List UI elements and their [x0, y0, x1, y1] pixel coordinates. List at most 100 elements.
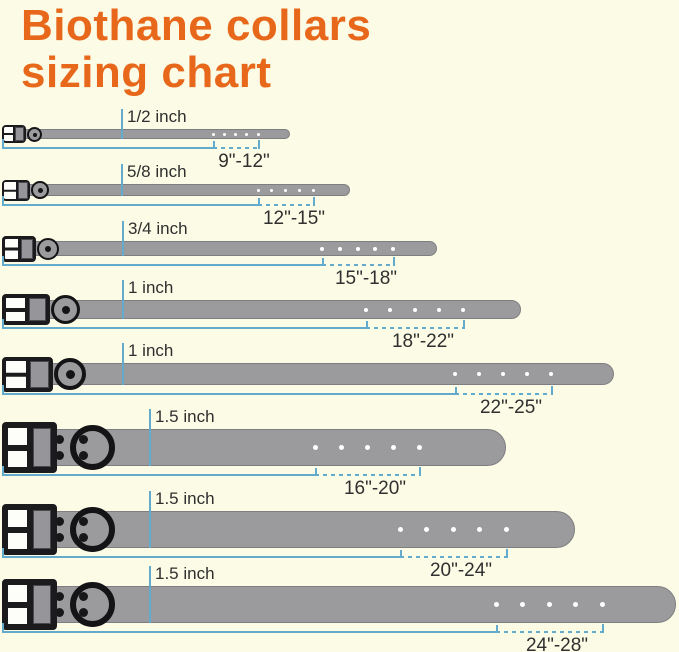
buckle-frame-window: [5, 239, 19, 259]
ring-pin: [32, 132, 37, 137]
strap-rivet: [55, 608, 64, 617]
measure-mid-tick: [400, 550, 402, 558]
strap-hole: [477, 372, 481, 376]
width-pointer-line: [149, 409, 151, 466]
strap-hole: [391, 247, 395, 251]
strap-hole: [391, 445, 396, 450]
strap-hole: [257, 133, 260, 136]
measure-end-tick: [419, 467, 421, 476]
strap-hole: [313, 445, 318, 450]
collar-strap: [6, 363, 614, 385]
collar-length-range-label: 18"-22": [391, 331, 455, 352]
page-title: Biothane collars sizing chart: [21, 2, 371, 96]
strap-hole: [298, 189, 301, 192]
strap-hole: [549, 372, 553, 376]
buckle-keeper: [13, 127, 24, 141]
strap-hole: [245, 133, 248, 136]
measure-dashed-line: [315, 474, 419, 476]
measure-dashed-line: [366, 327, 463, 329]
buckle-frame-window: [6, 361, 27, 388]
collar-width-label: 1 inch: [128, 278, 174, 297]
measure-solid-line: [2, 631, 496, 633]
collar-buckle-icon: [2, 236, 36, 262]
collar-width-label: 1.5 inch: [155, 564, 215, 583]
strap-hole: [501, 372, 505, 376]
collar-length-range-label: 22"-25": [479, 397, 543, 418]
collar-d-ring-icon: [51, 295, 80, 324]
measure-dashed-line: [455, 393, 551, 395]
strap-hole: [270, 189, 273, 192]
collar-width-label: 1 inch: [128, 341, 174, 360]
collar-width-label: 5/8 inch: [127, 162, 187, 181]
strap-rivet: [79, 435, 88, 444]
strap-hole: [212, 133, 215, 136]
measure-mid-tick: [496, 625, 498, 633]
measure-end-tick: [551, 386, 553, 395]
strap-hole: [365, 445, 370, 450]
buckle-frame-window: [4, 127, 14, 141]
strap-hole: [451, 527, 456, 532]
measure-end-tick: [602, 624, 604, 633]
strap-rivet: [55, 592, 64, 601]
measure-mid-tick: [213, 141, 215, 149]
strap-hole: [320, 247, 324, 251]
strap-hole: [600, 602, 605, 607]
measure-left-tick: [2, 319, 4, 329]
measure-end-tick: [463, 320, 465, 329]
collar-length-range-label: 12"-15": [262, 208, 326, 229]
measure-mid-tick: [455, 387, 457, 395]
buckle-frame-window: [8, 510, 28, 549]
collar-length-range-label: 9"-12": [218, 151, 270, 172]
buckle-keeper: [27, 428, 51, 467]
buckle-frame-window: [8, 428, 28, 467]
collar-length-range-label: 20"-24": [429, 560, 493, 581]
strap-hole: [520, 602, 525, 607]
width-pointer-line: [121, 164, 123, 196]
buckle-keeper: [27, 510, 51, 549]
measure-solid-line: [2, 327, 366, 329]
collar-length-range-label: 16"-20": [343, 478, 407, 499]
buckle-keeper: [24, 298, 46, 321]
measure-left-tick: [2, 196, 4, 206]
strap-hole: [424, 527, 429, 532]
measure-left-tick: [2, 139, 4, 149]
collar-d-ring-icon: [70, 507, 115, 552]
collar-length-range-label: 15"-18": [334, 268, 398, 289]
measure-solid-line: [2, 556, 400, 558]
buckle-frame-window: [4, 182, 16, 199]
collar-width-label: 3/4 inch: [128, 219, 188, 238]
collar-d-ring-icon: [70, 425, 115, 470]
collar-buckle-icon: [2, 579, 57, 630]
collar-d-ring-icon: [54, 358, 86, 390]
buckle-keeper: [15, 182, 28, 199]
collar-d-ring-icon: [70, 582, 115, 627]
strap-hole: [437, 308, 441, 312]
collar-length-range-label: 24"-28": [525, 635, 589, 652]
strap-rivet: [79, 592, 88, 601]
measure-dashed-line: [400, 556, 506, 558]
ring-pin: [37, 187, 43, 193]
measure-solid-line: [2, 204, 258, 206]
strap-hole: [373, 247, 377, 251]
width-pointer-line: [122, 343, 124, 385]
collar-strap: [6, 586, 676, 623]
strap-hole: [257, 189, 260, 192]
collar-buckle-icon: [2, 504, 57, 555]
collar-buckle-icon: [2, 294, 50, 325]
strap-hole: [413, 308, 417, 312]
collar-width-label: 1/2 inch: [127, 107, 187, 126]
strap-hole: [525, 372, 529, 376]
ring-pin: [65, 369, 75, 379]
strap-hole: [453, 372, 457, 376]
strap-hole: [494, 602, 499, 607]
strap-hole: [417, 445, 422, 450]
width-pointer-line: [122, 280, 124, 319]
width-pointer-line: [122, 221, 124, 256]
strap-rivet: [79, 451, 88, 460]
